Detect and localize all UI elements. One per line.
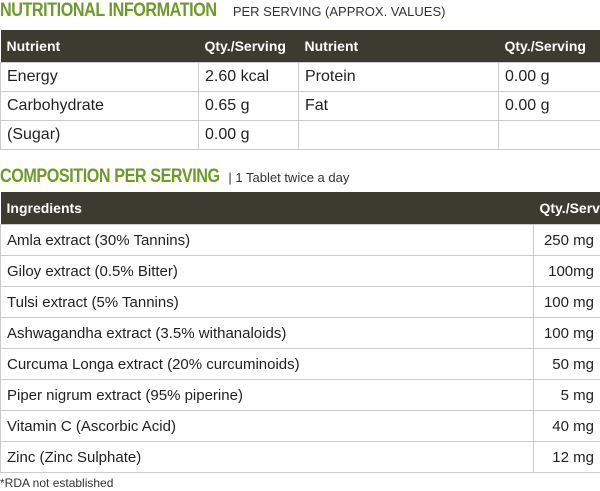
nutrition-heading: NUTRITIONAL INFORMATION PER SERVING (APP… [0,0,600,24]
table-cell: Tulsi extract (5% Tannins) [0,286,534,318]
table-cell: 100 mg [533,286,600,318]
table-row: Amla extract (30% Tannins) 250 mg [0,224,600,256]
header-cell: Nutrient [0,30,199,63]
empty-cell [298,120,499,150]
footnote: *RDA not established [0,476,114,490]
table-cell: 0.00 g [498,91,600,121]
table-cell: (Sugar) [0,120,199,150]
header-cell: Nutrient [298,30,499,63]
header-cell: Qty./Serving [498,30,600,63]
table-cell: Ashwagandha extract (3.5% withanaloids) [0,317,534,349]
empty-cell [498,120,600,150]
table-cell: Carbohydrate [0,91,199,121]
table-row: Curcuma Longa extract (20% curcuminoids)… [0,348,600,380]
header-cell: Ingredients [0,192,534,225]
table-row: Carbohydrate 0.65 g Fat 0.00 g [0,91,600,121]
table-cell: Amla extract (30% Tannins) [0,224,534,256]
table-row: Piper nigrum extract (95% piperine) 5 mg [0,379,600,411]
table-cell: 40 mg [533,410,600,442]
table-cell: Zinc (Zinc Sulphate) [0,441,534,473]
table-cell: Energy [0,62,199,92]
nutrition-table: Nutrient Qty./Serving Nutrient Qty./Serving… [0,30,600,150]
table-row: Vitamin C (Ascorbic Acid) 40 mg [0,410,600,442]
table-cell: 50 mg [533,348,600,380]
table-cell: Protein [298,62,499,92]
header-cell: Qty./Serving [198,30,299,63]
table-cell: Curcuma Longa extract (20% curcuminoids) [0,348,534,380]
table-cell: Piper nigrum extract (95% piperine) [0,379,534,411]
table-cell: 100mg [533,255,600,287]
table-cell: Fat [298,91,499,121]
table-cell: 2.60 kcal [198,62,299,92]
heading-title: COMPOSITION PER SERVING [0,166,220,187]
table-row: (Sugar) 0.00 g [0,120,600,150]
table-cell: 100 mg [533,317,600,349]
table-row: Giloy extract (0.5% Bitter) 100mg [0,255,600,287]
table-cell: 0.00 g [198,120,299,150]
heading-subtitle: | 1 Tablet twice a day [228,170,350,185]
table-row: Zinc (Zinc Sulphate) 12 mg [0,441,600,473]
table-row: Tulsi extract (5% Tannins) 100 mg [0,286,600,318]
table-cell: 5 mg [533,379,600,411]
table-cell: 12 mg [533,441,600,473]
table-cell: Giloy extract (0.5% Bitter) [0,255,534,287]
heading-title: NUTRITIONAL INFORMATION [0,0,217,21]
heading-subtitle: PER SERVING (APPROX. VALUES) [232,4,446,19]
table-row: Ashwagandha extract (3.5% withanaloids) 1… [0,317,600,349]
table-cell: 250 mg [533,224,600,256]
header-cell: Qty./Serving [533,192,600,225]
table-row: Energy 2.60 kcal Protein 0.00 g [0,62,600,92]
table-cell: Vitamin C (Ascorbic Acid) [0,410,534,442]
header-row: Nutrient Qty./Serving Nutrient Qty./Serving [0,30,600,63]
table-cell: 0.00 g [498,62,600,92]
composition-heading: COMPOSITION PER SERVING | 1 Tablet twice… [0,166,600,190]
table-cell: 0.65 g [198,91,299,121]
